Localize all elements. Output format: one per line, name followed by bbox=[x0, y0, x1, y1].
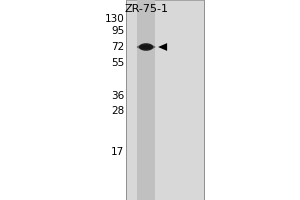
Text: 95: 95 bbox=[111, 26, 124, 36]
Text: 17: 17 bbox=[111, 147, 124, 157]
Text: 55: 55 bbox=[111, 58, 124, 68]
Text: 36: 36 bbox=[111, 91, 124, 101]
Ellipse shape bbox=[139, 43, 153, 51]
Text: 130: 130 bbox=[105, 14, 124, 24]
Text: 72: 72 bbox=[111, 42, 124, 52]
Text: ZR-75-1: ZR-75-1 bbox=[124, 4, 168, 14]
Bar bbox=[136, 0, 154, 200]
Bar bbox=[126, 0, 204, 200]
Text: 28: 28 bbox=[111, 106, 124, 116]
Polygon shape bbox=[158, 43, 167, 51]
Ellipse shape bbox=[142, 45, 150, 49]
Ellipse shape bbox=[137, 45, 155, 49]
